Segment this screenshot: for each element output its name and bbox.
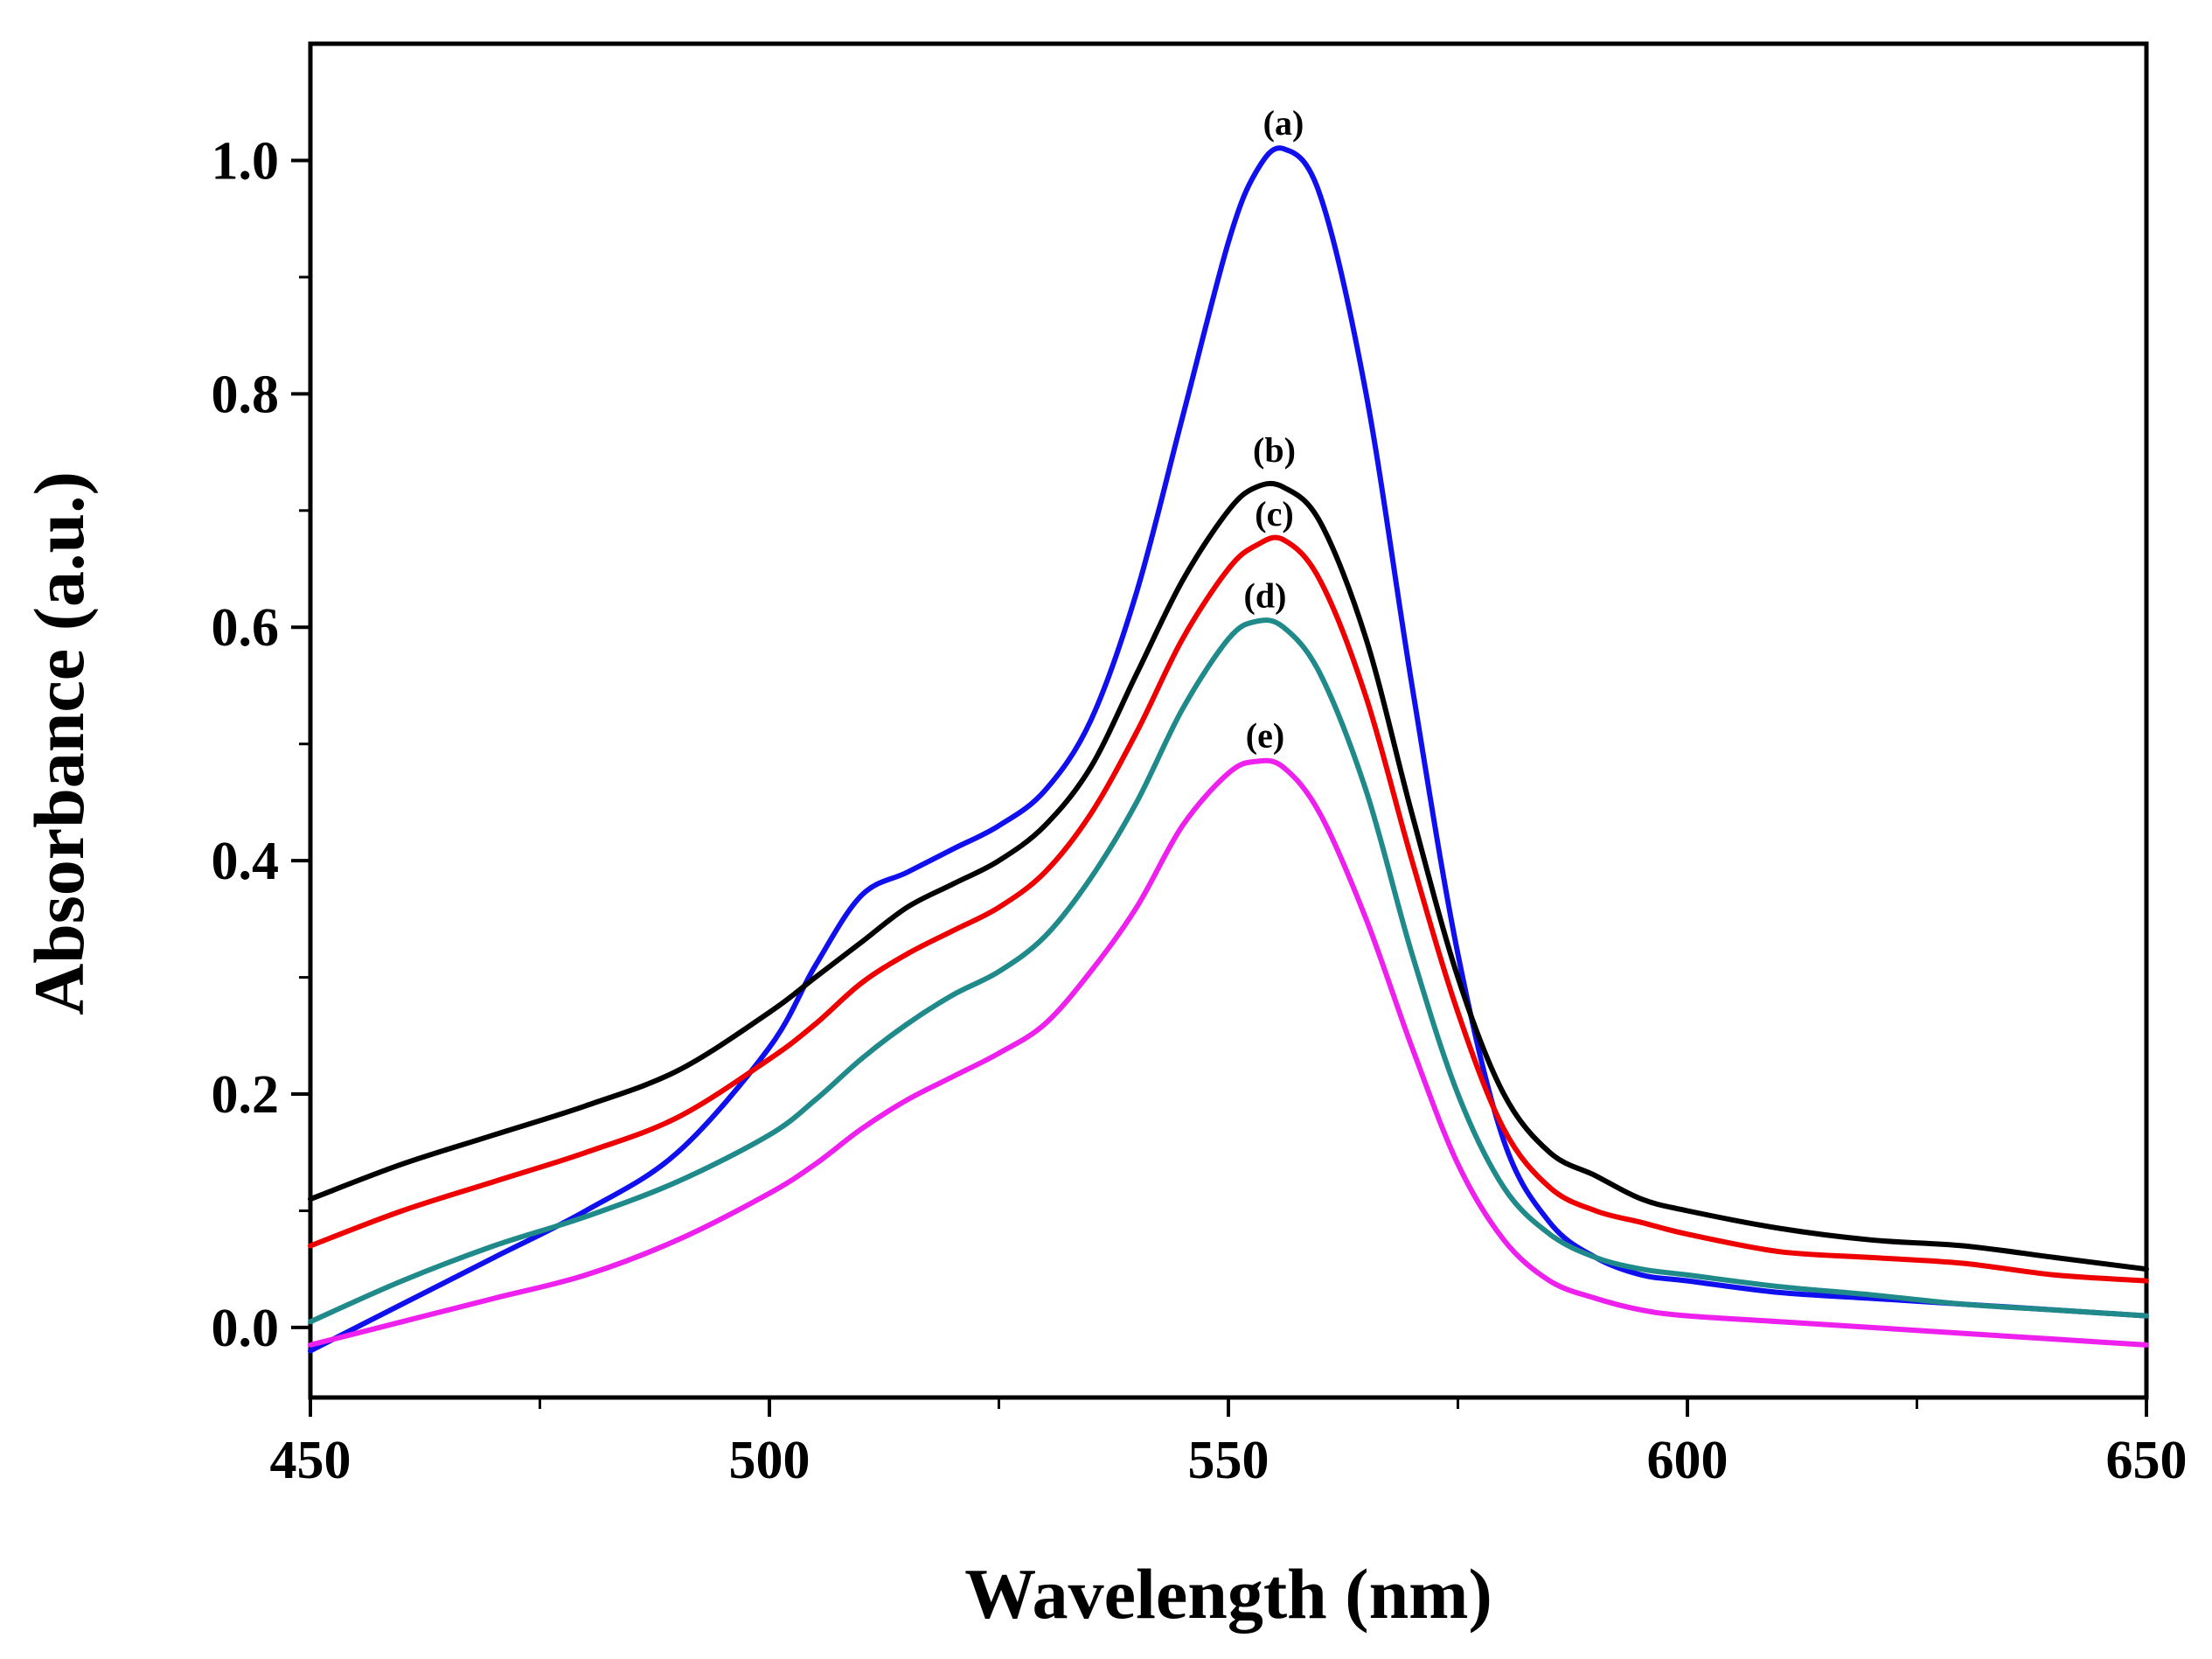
series-label-b: (b) (1253, 430, 1296, 470)
x-axis-title: Wavelength (nm) (964, 1554, 1492, 1634)
y-tick-label-0.8: 0.8 (212, 365, 280, 424)
y-axis-title: Absorbance (a.u.) (19, 471, 99, 1015)
series-line-d (308, 617, 2149, 1325)
series-line-c (308, 534, 2149, 1284)
series-line-a (308, 145, 2149, 1354)
x-tick-label-450: 450 (270, 1431, 351, 1490)
series-layer (308, 145, 2149, 1354)
y-tick-label-0.2: 0.2 (212, 1065, 280, 1125)
series-label-c: (c) (1255, 494, 1293, 533)
series-line-e (308, 757, 2149, 1348)
y-tick-label-0.6: 0.6 (212, 598, 280, 658)
x-tick-label-550: 550 (1188, 1431, 1269, 1490)
ticks-layer: 450 500 550 600 650 0.0 0.2 0.4 0.6 0.8 1.0 (212, 131, 2188, 1490)
series-line-b (308, 480, 2149, 1272)
y-tick-label-1.0: 1.0 (212, 131, 280, 191)
series-label-e: (e) (1246, 716, 1284, 756)
y-tick-label-0.4: 0.4 (212, 832, 280, 891)
x-tick-label-500: 500 (729, 1431, 810, 1490)
series-labels-layer: (a) (b) (c) (d) (e) (1244, 103, 1304, 756)
y-tick-label-0.0: 0.0 (212, 1299, 280, 1358)
x-tick-label-600: 600 (1647, 1431, 1729, 1490)
series-label-a: (a) (1263, 103, 1304, 143)
x-tick-label-650: 650 (2106, 1431, 2188, 1490)
series-label-d: (d) (1244, 576, 1287, 616)
